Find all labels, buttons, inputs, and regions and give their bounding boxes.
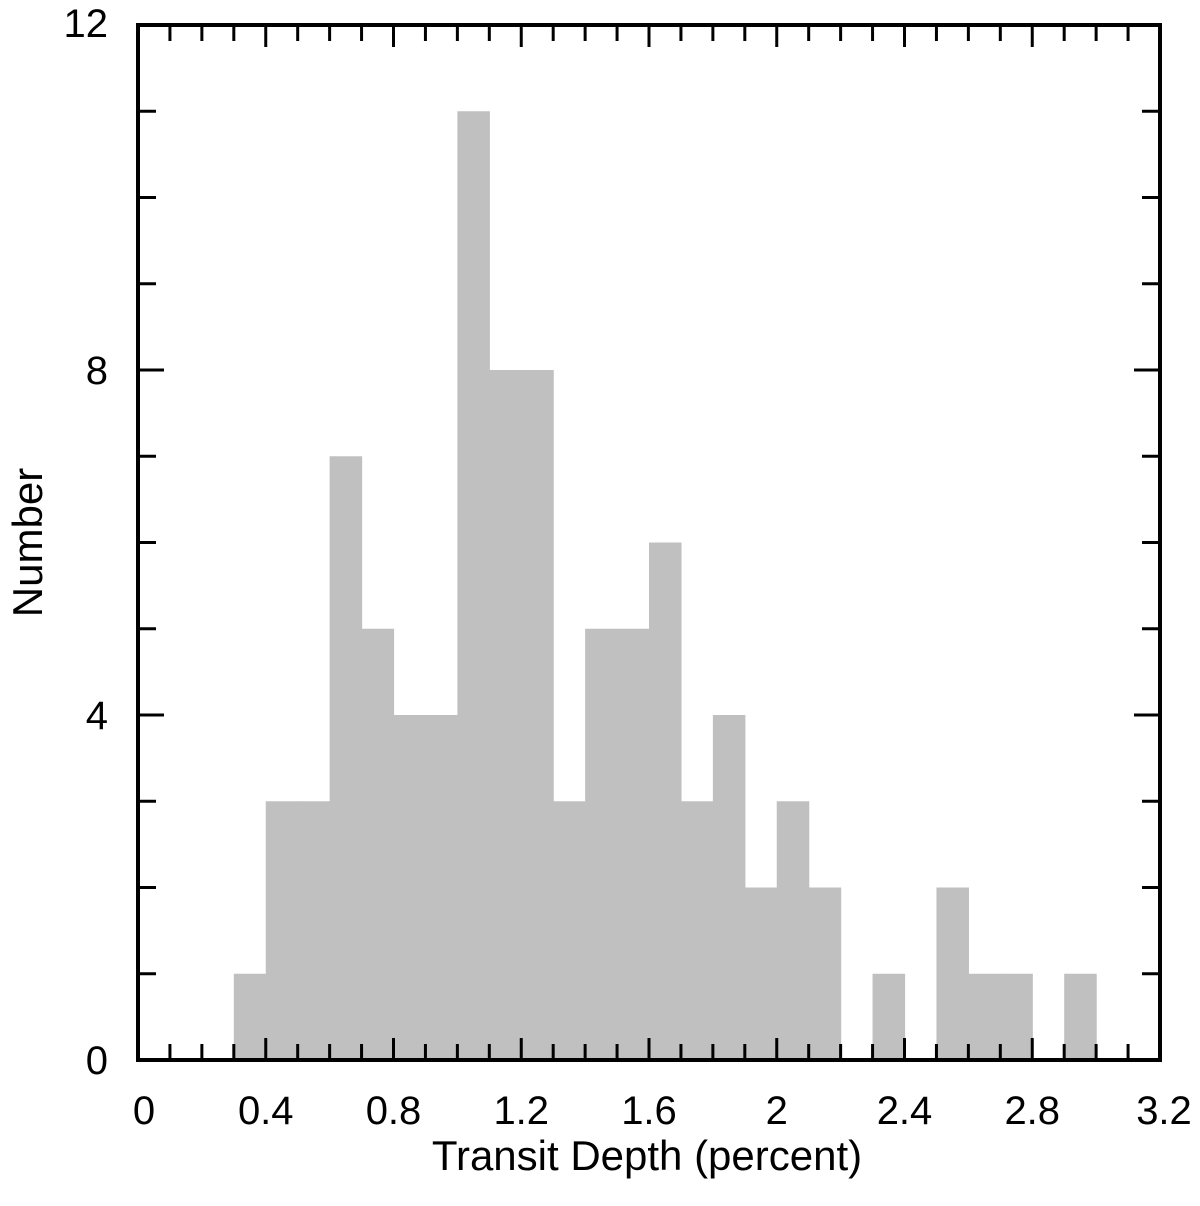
histogram-bar — [425, 715, 458, 1060]
histogram-bar — [968, 973, 1001, 1060]
histogram-bar — [744, 887, 778, 1060]
histogram-bar — [649, 542, 682, 1060]
histogram-bar — [712, 715, 746, 1060]
y-axis-label: Number — [4, 468, 51, 617]
histogram-bar — [1064, 973, 1097, 1060]
x-axis-label: Transit Depth (percent) — [432, 1132, 862, 1179]
histogram-bars — [233, 111, 1097, 1060]
x-tick-label: 2.8 — [1004, 1089, 1060, 1133]
histogram-bar — [617, 628, 650, 1060]
histogram-bar — [936, 887, 969, 1060]
histogram-bar — [489, 370, 522, 1060]
histogram-bar — [776, 801, 810, 1060]
x-tick-label: 0.4 — [238, 1089, 294, 1133]
x-tick-label: 1.2 — [493, 1089, 549, 1133]
histogram-bar — [680, 801, 714, 1060]
histogram-bar — [872, 973, 906, 1060]
x-tick-label: 0 — [133, 1089, 155, 1133]
histogram-bar — [457, 111, 490, 1060]
histogram-bar — [329, 456, 363, 1060]
x-tick-label: 2 — [766, 1089, 788, 1133]
x-tick-label: 0.8 — [366, 1089, 422, 1133]
y-tick-label: 4 — [86, 694, 108, 738]
x-tick-labels: 0 0.4 0.8 1.2 1.6 2 2.4 2.8 3.2 — [133, 1089, 1192, 1133]
histogram-bar — [233, 973, 267, 1060]
histogram-bar — [297, 801, 331, 1060]
x-tick-label: 3.2 — [1136, 1089, 1192, 1133]
histogram-bar — [521, 370, 554, 1060]
axis-ticks — [136, 23, 1162, 1062]
y-tick-label: 12 — [64, 2, 109, 46]
plot-frame — [136, 23, 1162, 1062]
histogram-bar — [265, 801, 299, 1060]
y-tick-label: 8 — [86, 349, 108, 393]
histogram-bar — [553, 801, 586, 1060]
y-tick-labels: 0 4 8 12 — [64, 2, 109, 1083]
histogram-bar — [361, 628, 395, 1060]
histogram-bar — [808, 887, 842, 1060]
histogram-bar — [393, 715, 427, 1060]
y-tick-label: 0 — [86, 1039, 108, 1083]
x-tick-label: 2.4 — [877, 1089, 933, 1133]
histogram-bar — [1000, 973, 1033, 1060]
histogram-bar — [585, 628, 618, 1060]
x-tick-label: 1.6 — [621, 1089, 677, 1133]
